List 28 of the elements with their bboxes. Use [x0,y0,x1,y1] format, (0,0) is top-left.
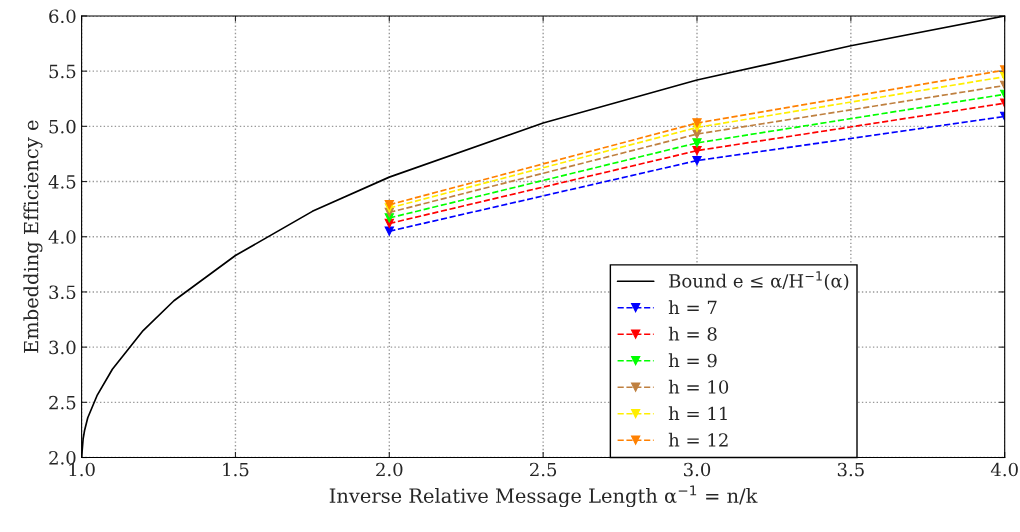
legend-label: h = 7 [668,300,717,315]
y-tick-label: 3.5 [49,285,76,300]
x-tick-label: 4.0 [990,462,1018,477]
legend-label: h = 10 [668,379,729,394]
y-tick-label: 4.0 [48,230,76,244]
point [692,145,702,156]
point [384,226,394,236]
y-tick-label: 6.0 [49,9,76,24]
legend-label: h = 9 [668,353,717,368]
x-tick-label: 2.5 [530,462,557,477]
legend-label: h = 12 [668,432,728,447]
legend-label: Bound e ≤ α/H$^{−1}$(α) [669,271,849,291]
x-tick-label: 3.5 [837,462,864,477]
y-tick-label: 3.0 [49,340,76,355]
y-tick-label: 2.5 [49,395,76,410]
x-axis-title: Inverse Relative Message Length α$^{−1}$ = n/k [329,485,758,508]
legend-label: h = 8 [668,326,717,341]
y-tick-label: 5.0 [49,119,76,134]
legend-label: h = 11 [668,406,727,421]
x-tick-label: 2.0 [376,462,403,477]
point [692,138,702,148]
x-tick-label: 1.5 [223,462,249,477]
y-tick-label: 5.5 [49,64,76,79]
point [692,155,702,166]
x-tick-label: 3.0 [684,462,711,477]
y-axis-title: Embedding Efficiency e [23,120,43,353]
point [692,118,702,128]
y-tick-label: 4.5 [48,175,76,189]
